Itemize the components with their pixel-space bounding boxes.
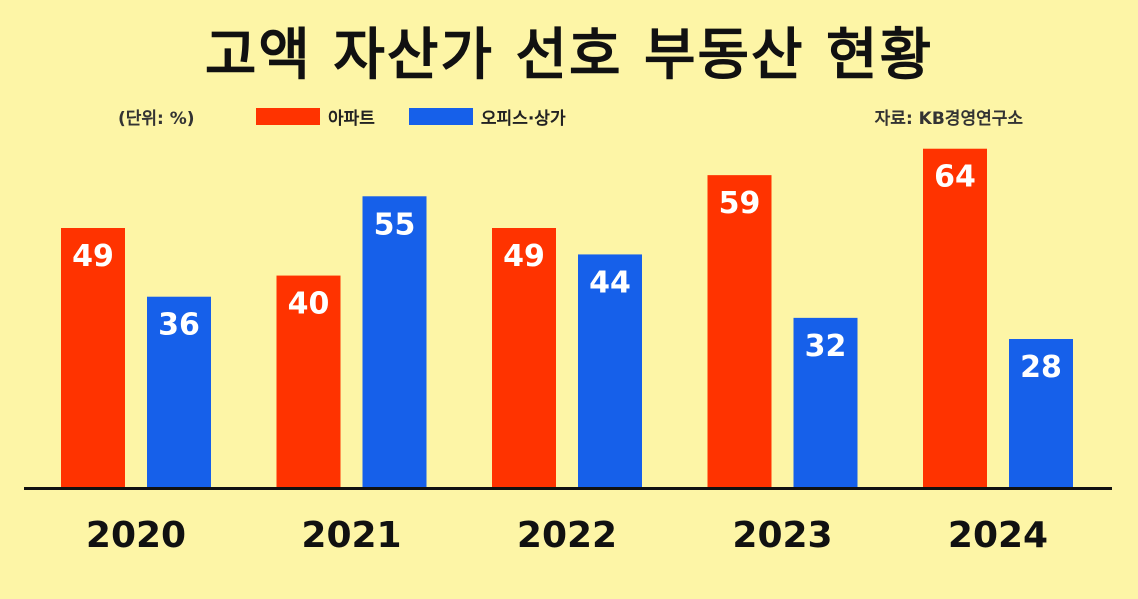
data-label-office-2023: 32 [805, 329, 847, 364]
bar-apartment-2023 [707, 175, 772, 487]
data-label-office-2022: 44 [589, 265, 631, 300]
legend-item-office: 오피스·상가 [408, 104, 566, 129]
bar-apartment-2021 [276, 275, 341, 487]
bar-office-2022 [578, 254, 642, 487]
legend-swatch-apartment [256, 108, 320, 125]
bar-apartment-2020 [61, 228, 125, 487]
data-label-office-2020: 36 [158, 308, 200, 343]
data-label-office-2021: 55 [374, 207, 416, 242]
x-tick-label-2024: 2024 [948, 515, 1048, 556]
bar-office-2021 [362, 196, 427, 488]
bar-office-2020 [147, 296, 211, 487]
data-label-apartment-2024: 64 [934, 160, 976, 195]
source-note: 자료: KB경영연구소 [874, 109, 1023, 129]
data-label-apartment-2020: 49 [72, 239, 114, 274]
legend-item-apartment: 아파트 [256, 104, 375, 129]
x-tick-label-2023: 2023 [732, 515, 832, 556]
bar-apartment-2022 [492, 228, 556, 487]
data-label-apartment-2022: 49 [503, 239, 545, 274]
x-tick-label-2022: 2022 [517, 515, 617, 556]
x-tick-label-2020: 2020 [86, 515, 186, 556]
data-label-office-2024: 28 [1020, 350, 1062, 385]
chart-title: 고액 자산가 선호 부동산 현황 [204, 23, 934, 88]
unit-note: (단위: %) [118, 109, 195, 129]
data-label-apartment-2023: 59 [719, 186, 761, 221]
legend-label-office: 오피스·상가 [480, 109, 566, 129]
bar-apartment-2024 [923, 148, 987, 487]
bar-office-2024 [1009, 339, 1073, 487]
legend: 아파트 오피스·상가 [256, 104, 600, 129]
legend-label-apartment: 아파트 [328, 109, 375, 129]
bar-office-2023 [793, 317, 858, 487]
data-label-apartment-2021: 40 [288, 287, 330, 322]
legend-swatch-office [408, 108, 473, 125]
x-tick-label-2021: 2021 [301, 515, 401, 556]
